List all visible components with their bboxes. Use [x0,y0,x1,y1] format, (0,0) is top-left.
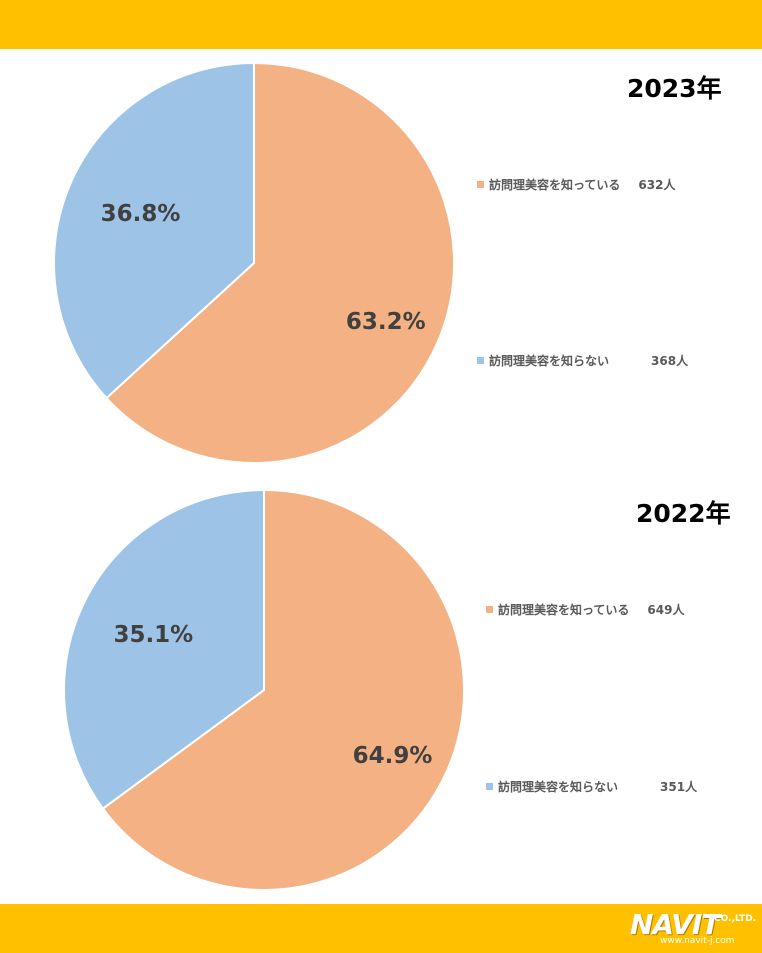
bottom-banner [0,904,762,953]
navit-logo: NAVIT CO.,LTD. www.navit-j.com [630,908,758,950]
pct-label-unknown-2023: 36.8% [101,201,181,227]
pct-label-known-2022: 64.9% [353,743,433,769]
legend-item-known-2022: 訪問理美容を知っている 649人 [486,601,684,618]
pie-chart-2022: 64.9% 35.1% [63,488,465,891]
pct-label-known-2023: 63.2% [346,309,426,335]
legend-count-known-2023: 632人 [638,178,676,192]
legend-label-unknown-2022: 訪問理美容を知らない [498,780,619,794]
pie-chart-2023: 63.2% 36.8% [53,61,455,464]
legend-count-unknown-2023: 368人 [651,354,689,368]
logo-url: www.navit-j.com [660,936,735,946]
chart-title-2023: 2023年 [627,74,722,103]
legend-label-known-2022: 訪問理美容を知っている [498,603,630,617]
legend-label-known-2023: 訪問理美容を知っている [489,178,621,192]
chart-title-2022: 2022年 [636,499,731,528]
chart-2023: 63.2% 36.8% 2023年 訪問理美容を知っている 632人 訪問理美容を知… [0,49,762,469]
top-banner [0,0,762,49]
pct-label-unknown-2022: 35.1% [113,622,193,648]
legend-item-unknown-2023: 訪問理美容を知らない 368人 [477,352,688,369]
legend-count-unknown-2022: 351人 [660,780,698,794]
pie-slice-known-2023 [105,61,455,464]
pie-slice-unknown-2023 [53,61,255,400]
legend-item-unknown-2022: 訪問理美容を知らない 351人 [486,778,697,795]
legend-swatch-unknown-2022 [486,783,493,790]
legend-swatch-unknown-2023 [477,357,484,364]
logo-suffix: CO.,LTD. [714,914,757,924]
legend-swatch-known-2023 [477,181,484,188]
pie-slice-known-2022 [101,488,465,891]
chart-2022: 64.9% 35.1% 2022年 訪問理美容を知っている 649人 訪問理美容を知… [0,474,762,894]
logo-brand: NAVIT [630,908,720,941]
legend-swatch-known-2022 [486,606,493,613]
legend-count-known-2022: 649人 [647,603,685,617]
legend-item-known-2023: 訪問理美容を知っている 632人 [477,176,675,193]
pie-slice-unknown-2022 [63,488,265,810]
legend-label-unknown-2023: 訪問理美容を知らない [489,354,610,368]
